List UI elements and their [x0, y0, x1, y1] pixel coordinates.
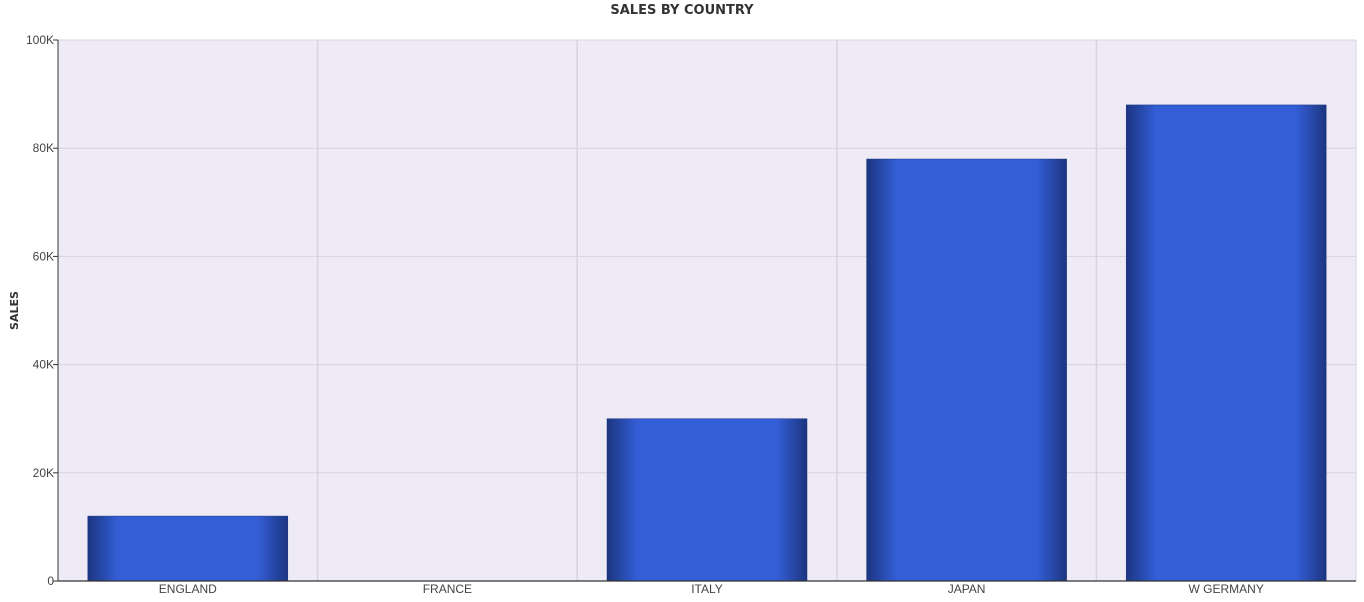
x-tick-label: ENGLAND: [159, 582, 217, 596]
bar-italy[interactable]: [606, 418, 808, 582]
y-axis-title: SALES: [8, 291, 21, 330]
bar-england[interactable]: [87, 515, 289, 582]
grid-lines: [58, 39, 1357, 581]
x-tick-label: JAPAN: [948, 582, 986, 596]
y-tick-label: 20K: [33, 466, 54, 480]
y-tick-label: 100K: [26, 33, 54, 47]
y-tick-label: 0: [47, 574, 54, 588]
chart-title: SALES BY COUNTRY: [610, 3, 754, 18]
x-tick-label: ITALY: [691, 582, 723, 596]
x-tick-label: W GERMANY: [1189, 582, 1264, 596]
bars: [87, 104, 1327, 582]
y-tick-label: 80K: [33, 141, 54, 155]
bar-w-germany[interactable]: [1125, 104, 1327, 582]
x-tick-label: FRANCE: [423, 582, 472, 596]
y-tick-label: 60K: [33, 249, 54, 263]
y-tick-label: 40K: [33, 358, 54, 372]
axes: 0 20K 40K 60K 80K 100K ENGLAND FRANCE ITALY JAPAN…: [26, 33, 1356, 596]
bar-japan[interactable]: [866, 158, 1067, 582]
